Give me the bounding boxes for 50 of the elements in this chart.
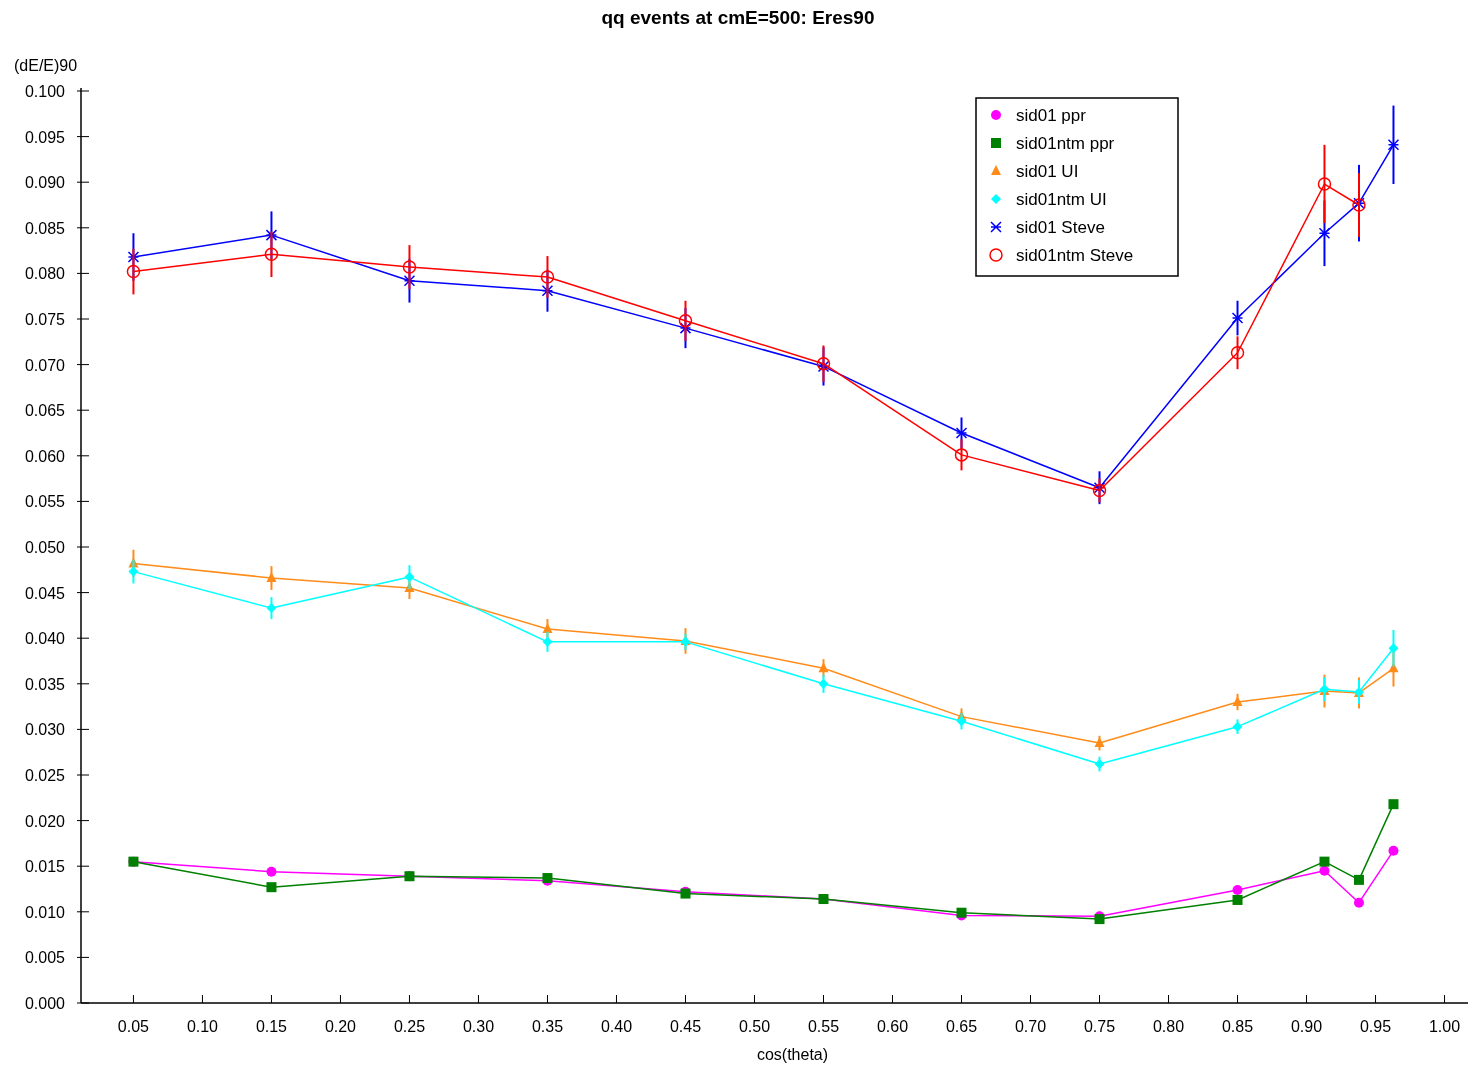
y-tick-label: 0.070 [24, 356, 66, 374]
x-tick-label: 0.50 [738, 1018, 771, 1035]
y-tick-label: 0.025 [24, 767, 66, 784]
y-axis-title: (dE/E)90 [14, 57, 78, 74]
x-tick-label: 0.20 [324, 1018, 357, 1035]
chart-title: qq events at cmE=500: Eres90 [601, 7, 875, 28]
y-tick-label: 0.055 [24, 493, 66, 511]
y-tick-label: 0.075 [24, 311, 66, 328]
legend-label: sid01 ppr [1016, 106, 1087, 125]
x-tick-label: 0.40 [600, 1018, 633, 1035]
x-tick-label: 0.15 [255, 1018, 288, 1035]
y-tick-label: 0.030 [24, 721, 66, 739]
x-tick-label: 0.90 [1290, 1018, 1323, 1035]
x-tick-label: 0.25 [393, 1018, 426, 1035]
x-tick-label: 0.65 [945, 1018, 978, 1035]
x-tick-label: 0.70 [1014, 1018, 1047, 1035]
y-tick-label: 0.000 [24, 995, 66, 1012]
x-tick-label: 0.75 [1083, 1018, 1116, 1035]
y-tick-label: 0.090 [24, 174, 66, 192]
legend-label: sid01 UI [1016, 162, 1079, 181]
x-tick-label: 0.10 [186, 1018, 219, 1035]
y-tick-label: 0.100 [24, 83, 66, 100]
x-tick-label: 0.85 [1221, 1018, 1254, 1035]
x-tick-label: 0.05 [117, 1018, 150, 1035]
y-tick-label: 0.010 [24, 903, 66, 921]
x-tick-label: 0.35 [531, 1018, 564, 1035]
y-tick-label: 0.040 [24, 630, 66, 648]
x-tick-label: 0.60 [876, 1018, 909, 1035]
y-tick-label: 0.020 [24, 812, 66, 830]
x-tick-label: 0.55 [807, 1018, 840, 1035]
legend-label: sid01 Steve [1016, 218, 1105, 237]
x-tick-label: 1.00 [1428, 1018, 1461, 1035]
y-tick-label: 0.035 [24, 675, 66, 693]
y-tick-label: 0.095 [24, 128, 66, 146]
y-tick-label: 0.005 [24, 949, 66, 967]
y-tick-label: 0.065 [24, 402, 66, 420]
x-tick-label: 0.45 [669, 1018, 702, 1035]
legend-label: sid01ntm ppr [1016, 134, 1115, 153]
y-tick-label: 0.080 [24, 265, 66, 283]
y-tick-label: 0.060 [24, 447, 66, 465]
x-tick-label: 0.80 [1152, 1018, 1185, 1035]
y-tick-label: 0.015 [24, 858, 66, 876]
y-tick-label: 0.050 [24, 539, 66, 556]
legend-label: sid01ntm Steve [1016, 246, 1134, 265]
y-tick-label: 0.085 [24, 219, 66, 237]
x-tick-label: 0.95 [1359, 1018, 1392, 1035]
legend-label: sid01ntm UI [1016, 190, 1107, 209]
y-tick-label: 0.045 [24, 584, 66, 602]
x-axis-title: cos(theta) [756, 1046, 829, 1063]
x-tick-label: 0.30 [462, 1018, 495, 1035]
